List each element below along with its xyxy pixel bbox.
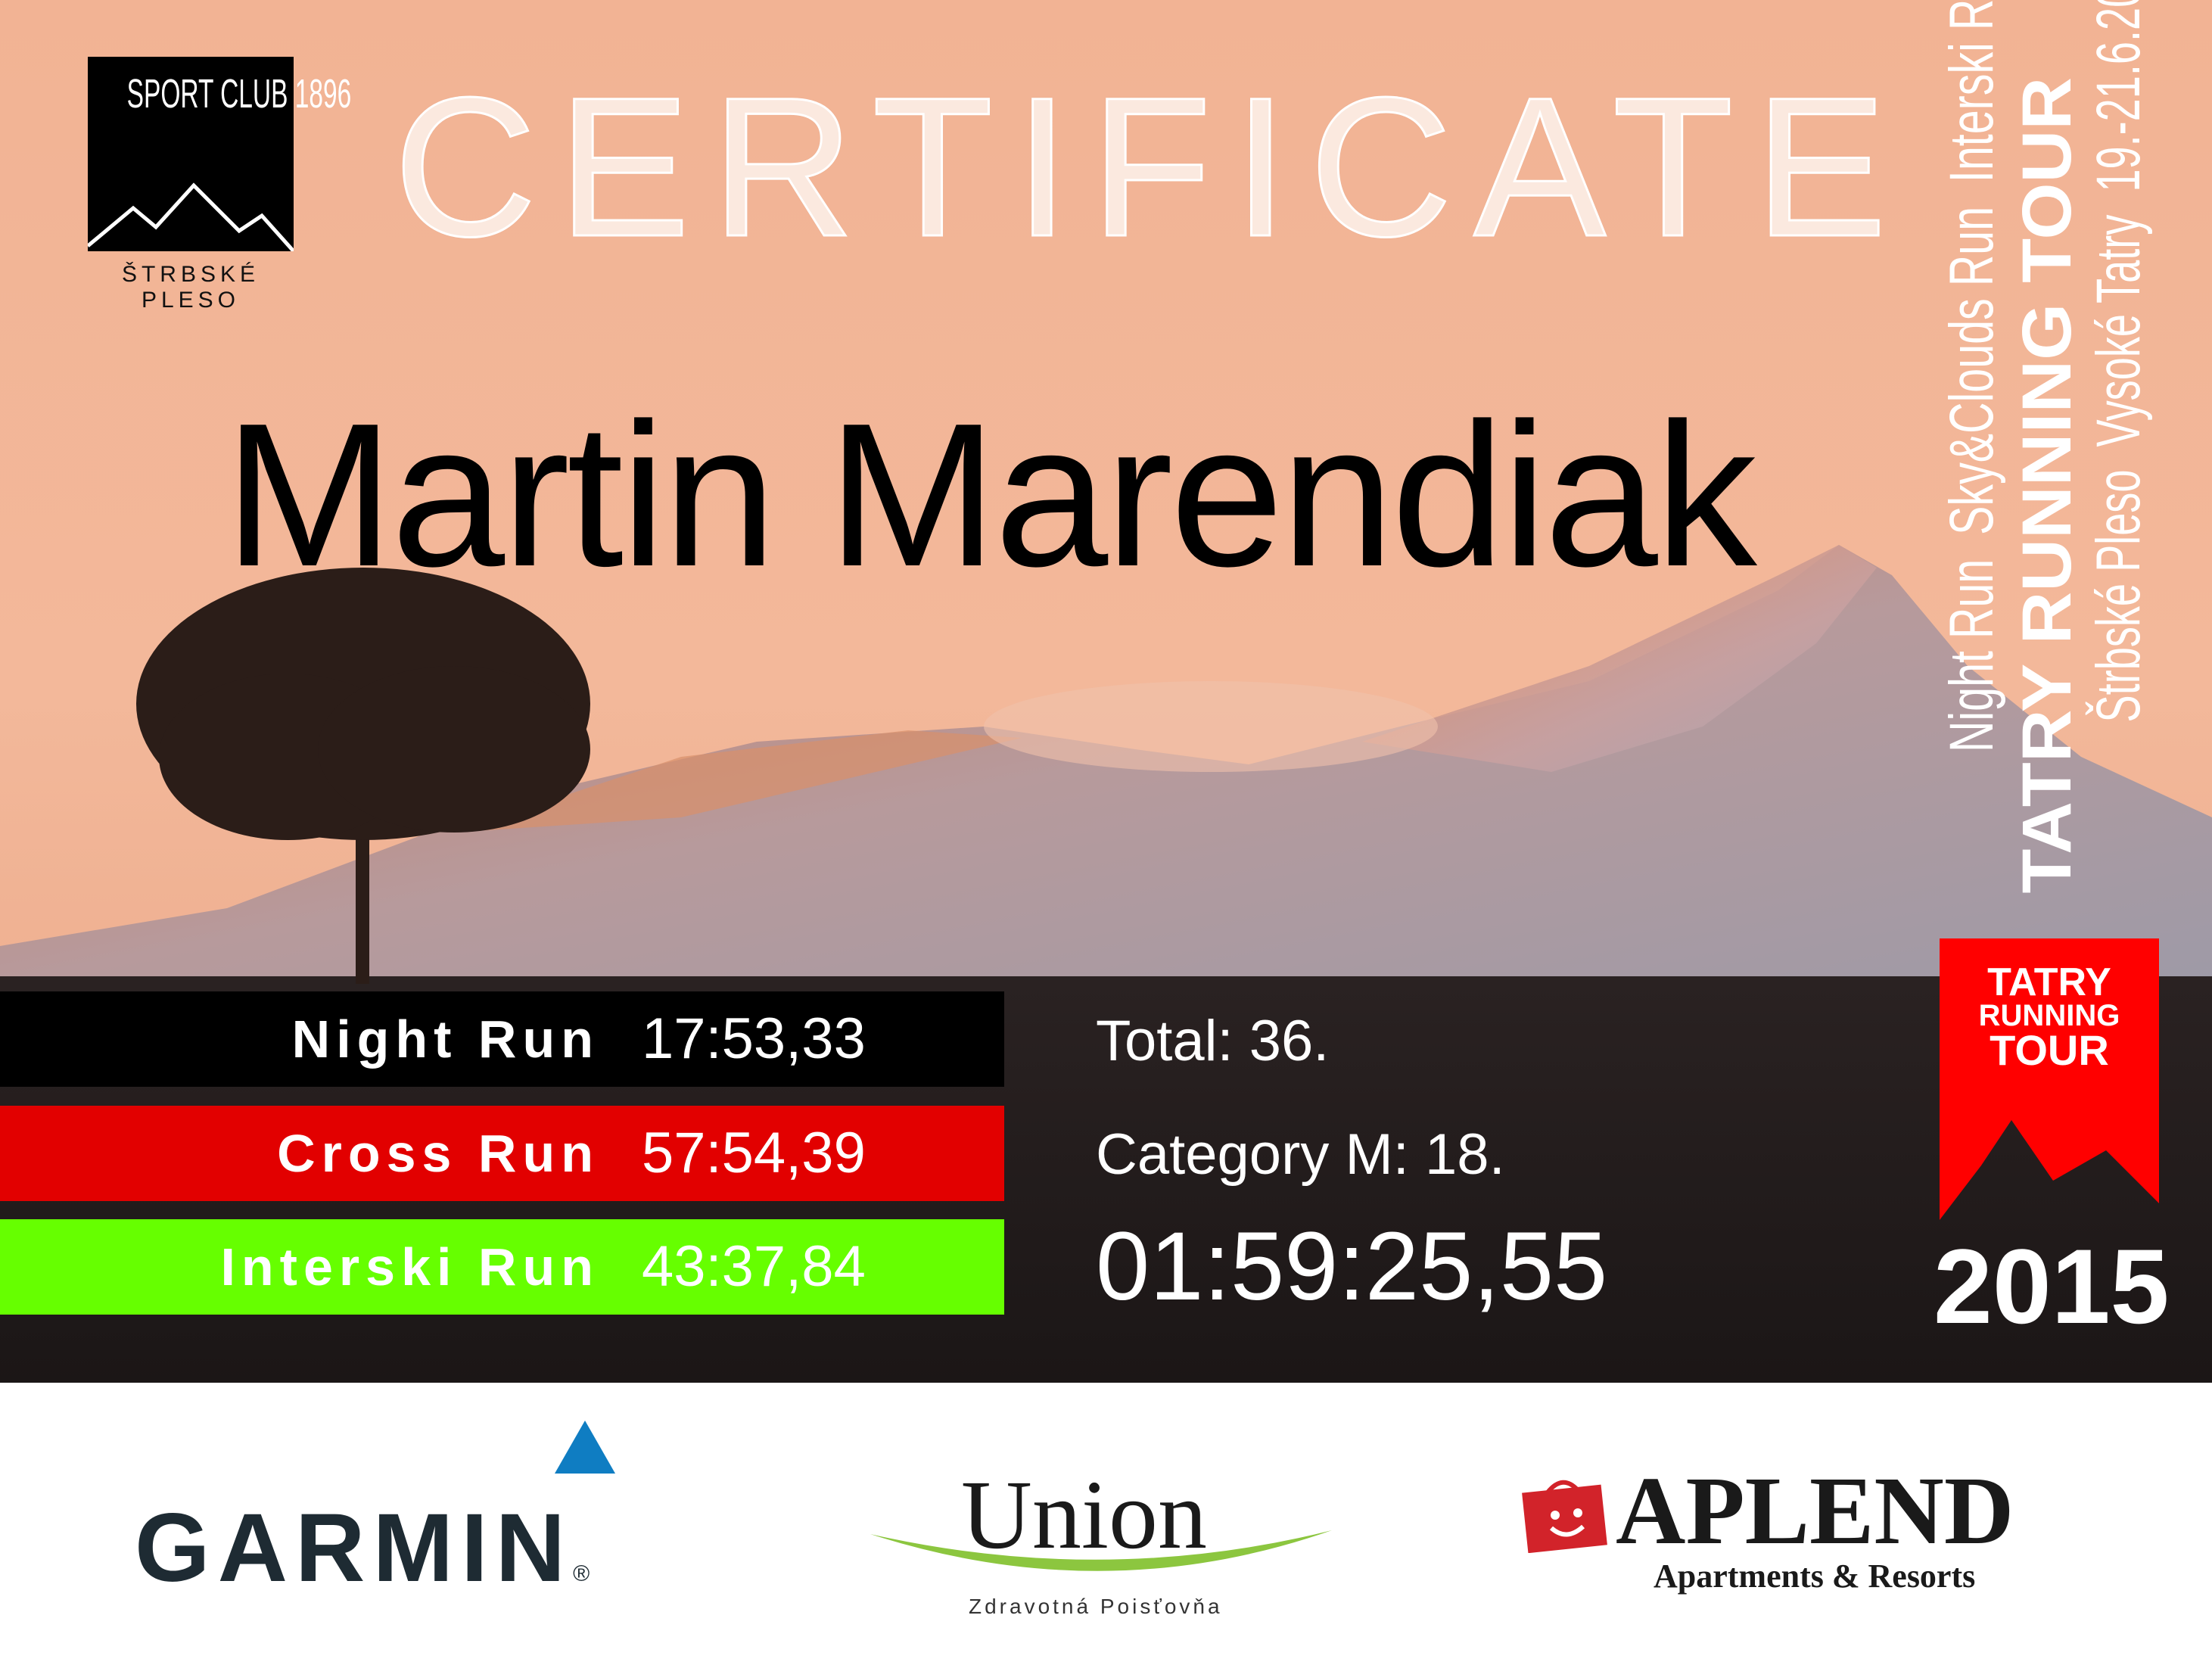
- logo-line-tatry: TATRY: [1987, 960, 2111, 1004]
- race-label: Interski Run: [220, 1237, 599, 1296]
- race-label: Night Run: [291, 1010, 599, 1069]
- certificate-title: CERTIFICATE: [393, 56, 1909, 278]
- result-row-interski-run: Interski Run 43:37,84: [0, 1219, 1004, 1315]
- tatry-running-tour-logo: TATRY RUNNING TOUR: [1940, 938, 2159, 1220]
- red-mountain-badge-icon: [1940, 938, 2159, 1220]
- aplend-tagline: Apartments & Resorts: [1654, 1558, 1976, 1595]
- event-races: Night Run Sky&Clouds Run Interski Run: [1937, 0, 2006, 753]
- event-place-date-vertical: Štrbské Pleso Vysoké Tatry 19.-21.6.2015: [2084, 0, 2153, 924]
- logo-title: SPORT CLUB 1896: [126, 71, 352, 117]
- event-year: 2015: [1934, 1227, 2170, 1346]
- category-rank: Category M: 18.: [1096, 1122, 1505, 1187]
- garmin-name: GARMIN: [135, 1494, 574, 1602]
- result-row-night-run: Night Run 17:53,33: [0, 991, 1004, 1087]
- race-time: 57:54,39: [642, 1121, 866, 1185]
- mountain-icon: [88, 182, 294, 251]
- result-row-cross-run: Cross Run 57:54,39: [0, 1106, 1004, 1201]
- garmin-logo: GARMIN®: [135, 1421, 615, 1604]
- logo-line-running: RUNNING: [1978, 999, 2120, 1033]
- event-races-vertical: Night Run Sky&Clouds Run Interski Run: [1937, 0, 2006, 924]
- race-time: 43:37,84: [642, 1234, 866, 1299]
- race-time: 17:53,33: [642, 1007, 866, 1071]
- race-label: Cross Run: [277, 1124, 599, 1183]
- green-swoosh-icon: [870, 1530, 1332, 1571]
- aplend-logo: APLEND Apartments & Resorts: [1521, 1462, 2051, 1629]
- garmin-triangle-icon: [555, 1421, 615, 1474]
- total-time: 01:59:25,55: [1096, 1212, 1608, 1321]
- union-name: Union: [961, 1461, 1207, 1570]
- total-rank: Total: 36.: [1096, 1009, 1330, 1073]
- sport-club-logo: SPORT CLUB 1896: [88, 57, 352, 251]
- red-bag-icon: [1522, 1480, 1607, 1553]
- aplend-name: APLEND: [1616, 1457, 2014, 1564]
- logo-subtitle: ŠTRBSKÉ PLESO: [121, 262, 260, 313]
- union-logo: Union Zdravotná Poisťovňa: [870, 1458, 1339, 1640]
- event-name-vertical: TATRY RUNNING TOUR: [2008, 46, 2086, 924]
- tree-silhouette: [136, 568, 590, 984]
- logo-line-tour: TOUR: [1990, 1026, 2109, 1075]
- registered-mark: ®: [573, 1561, 590, 1586]
- event-place-date: Štrbské Pleso Vysoké Tatry 19.-21.6.2015: [2084, 0, 2153, 723]
- sponsors-footer: GARMIN® Union Zdravotná Poisťovňa APLEND…: [0, 1383, 2212, 1665]
- participant-name: Martin Marendiak: [224, 381, 1757, 609]
- event-name: TATRY RUNNING TOUR: [2008, 76, 2086, 894]
- union-tagline: Zdravotná Poisťovňa: [969, 1595, 1223, 1618]
